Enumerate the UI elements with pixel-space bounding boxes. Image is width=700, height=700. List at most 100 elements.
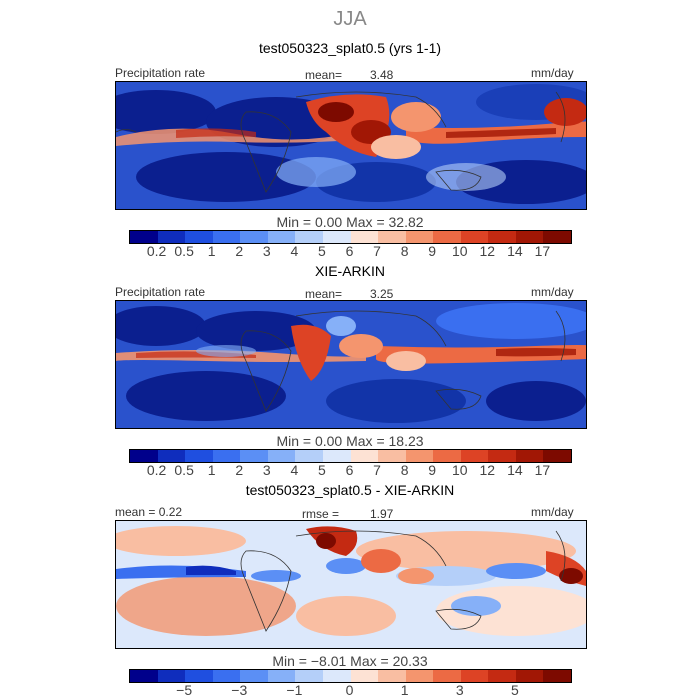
colorbar-swatch: [488, 231, 516, 243]
colorbar-tick-label: 8: [400, 462, 409, 478]
colorbar-swatch: [322, 231, 351, 243]
colorbar-tick-label: −5: [176, 682, 193, 698]
panel3-units: mm/day: [531, 505, 574, 519]
colorbar-swatch: [185, 231, 213, 243]
colorbar-swatch: [240, 231, 268, 243]
panel1-variable-label: Precipitation rate: [115, 66, 206, 80]
colorbar-swatch: [212, 450, 241, 462]
colorbar-swatch: [460, 670, 489, 682]
colorbar-tick-label: 7: [373, 462, 381, 478]
colorbar-tick-label: −3: [231, 682, 248, 698]
panel2-units: mm/day: [531, 285, 574, 299]
colorbar-swatch: [543, 450, 571, 462]
colorbar-tick-label: 10: [451, 462, 468, 478]
colorbar-tick-label: 4: [290, 462, 299, 478]
colorbar-swatch: [543, 670, 571, 682]
colorbar-swatch: [378, 231, 406, 243]
panel1-title: test050323_splat0.5 (yrs 1-1): [258, 40, 442, 56]
colorbar-swatch: [240, 670, 268, 682]
colorbar-tick-label: 5: [318, 243, 326, 259]
colorbar-swatch: [543, 231, 571, 243]
colorbar-tick-label: 17: [534, 243, 551, 259]
colorbar-swatch: [405, 231, 434, 243]
panel3-title: test050323_splat0.5 - XIE-ARKIN: [245, 482, 455, 498]
colorbar-tick-label: 7: [373, 243, 381, 259]
colorbar-swatch: [185, 670, 213, 682]
colorbar-swatch: [378, 670, 406, 682]
panel3-rmse-value: 1.97: [370, 507, 394, 521]
colorbar-swatch: [130, 231, 158, 243]
panel1-colorbar: [129, 230, 572, 244]
panel3-map: [115, 520, 587, 649]
colorbar-tick-label: 5: [318, 462, 326, 478]
panel2-min-max: Min = 0.00 Max = 18.23: [276, 433, 424, 449]
colorbar-swatch: [378, 450, 406, 462]
colorbar-swatch: [267, 450, 296, 462]
panel1-mean-label: mean=: [305, 68, 343, 82]
colorbar-tick-label: 8: [400, 243, 409, 259]
colorbar-swatch: [350, 450, 379, 462]
colorbar-swatch: [240, 450, 268, 462]
colorbar-tick-label: 12: [479, 243, 496, 259]
colorbar-tick-label: 17: [534, 462, 551, 478]
colorbar-tick-label: 3: [455, 682, 464, 698]
panel1-mean-value: 3.48: [370, 68, 394, 82]
colorbar-swatch: [405, 450, 434, 462]
colorbar-swatch: [212, 670, 241, 682]
colorbar-tick-label: 0.5: [174, 243, 194, 259]
colorbar-tick-label: 2: [235, 243, 244, 259]
colorbar-swatch: [460, 231, 489, 243]
colorbar-tick-label: 0: [345, 682, 354, 698]
colorbar-swatch: [433, 231, 461, 243]
colorbar-tick-label: 1: [207, 243, 216, 259]
colorbar-swatch: [488, 450, 516, 462]
colorbar-tick-label: 9: [428, 243, 437, 259]
panel3-colorbar-ticks: −5 −3 −1 0 1 3 5: [129, 682, 570, 700]
panel1-colorbar-ticks: 0.2 0.5 1 2 3 4 5 6 7 8 9 10 12 14 17: [129, 243, 570, 261]
colorbar-tick-label: 9: [428, 462, 437, 478]
panel2-mean-label: mean=: [305, 287, 343, 301]
colorbar-tick-label: 12: [479, 462, 496, 478]
panel1-min-max: Min = 0.00 Max = 32.82: [276, 214, 424, 230]
colorbar-swatch: [157, 670, 186, 682]
colorbar-swatch: [267, 670, 296, 682]
colorbar-tick-label: 6: [345, 243, 354, 259]
colorbar-swatch: [267, 231, 296, 243]
colorbar-swatch: [295, 670, 323, 682]
panel2-map: [115, 300, 587, 429]
colorbar-swatch: [130, 670, 158, 682]
panel2-mean-value: 3.25: [370, 287, 394, 301]
colorbar-tick-label: 10: [451, 243, 468, 259]
colorbar-tick-label: 0.2: [146, 243, 167, 259]
colorbar-swatch: [433, 450, 461, 462]
colorbar-swatch: [212, 231, 241, 243]
panel1-units: mm/day: [531, 66, 574, 80]
colorbar-tick-label: 6: [345, 462, 354, 478]
colorbar-swatch: [322, 670, 351, 682]
colorbar-swatch: [350, 670, 379, 682]
colorbar-tick-label: 4: [290, 243, 299, 259]
colorbar-tick-label: 5: [510, 682, 519, 698]
colorbar-swatch: [515, 231, 544, 243]
panel3-mean-label: mean = 0.22: [115, 505, 183, 519]
colorbar-swatch: [488, 670, 516, 682]
colorbar-swatch: [157, 450, 186, 462]
colorbar-tick-label: 3: [262, 462, 271, 478]
panel1-map: [115, 81, 587, 210]
colorbar-swatch: [433, 670, 461, 682]
colorbar-tick-label: 2: [235, 462, 244, 478]
colorbar-tick-label: 1: [400, 682, 409, 698]
colorbar-swatch: [350, 231, 379, 243]
panel2-colorbar: [129, 449, 572, 463]
colorbar-tick-label: −1: [286, 682, 303, 698]
colorbar-tick-label: 0.2: [146, 462, 167, 478]
panel2-colorbar-ticks: 0.2 0.5 1 2 3 4 5 6 7 8 9 10 12 14 17: [129, 462, 570, 480]
colorbar-swatch: [515, 670, 544, 682]
colorbar-swatch: [515, 450, 544, 462]
colorbar-tick-label: 3: [262, 243, 271, 259]
panel2-title: XIE-ARKIN: [314, 263, 385, 279]
colorbar-tick-label: 14: [507, 462, 523, 478]
colorbar-tick-label: 0.5: [174, 462, 194, 478]
colorbar-tick-label: 14: [507, 243, 523, 259]
panel3-min-max: Min = −8.01 Max = 20.33: [272, 653, 428, 669]
